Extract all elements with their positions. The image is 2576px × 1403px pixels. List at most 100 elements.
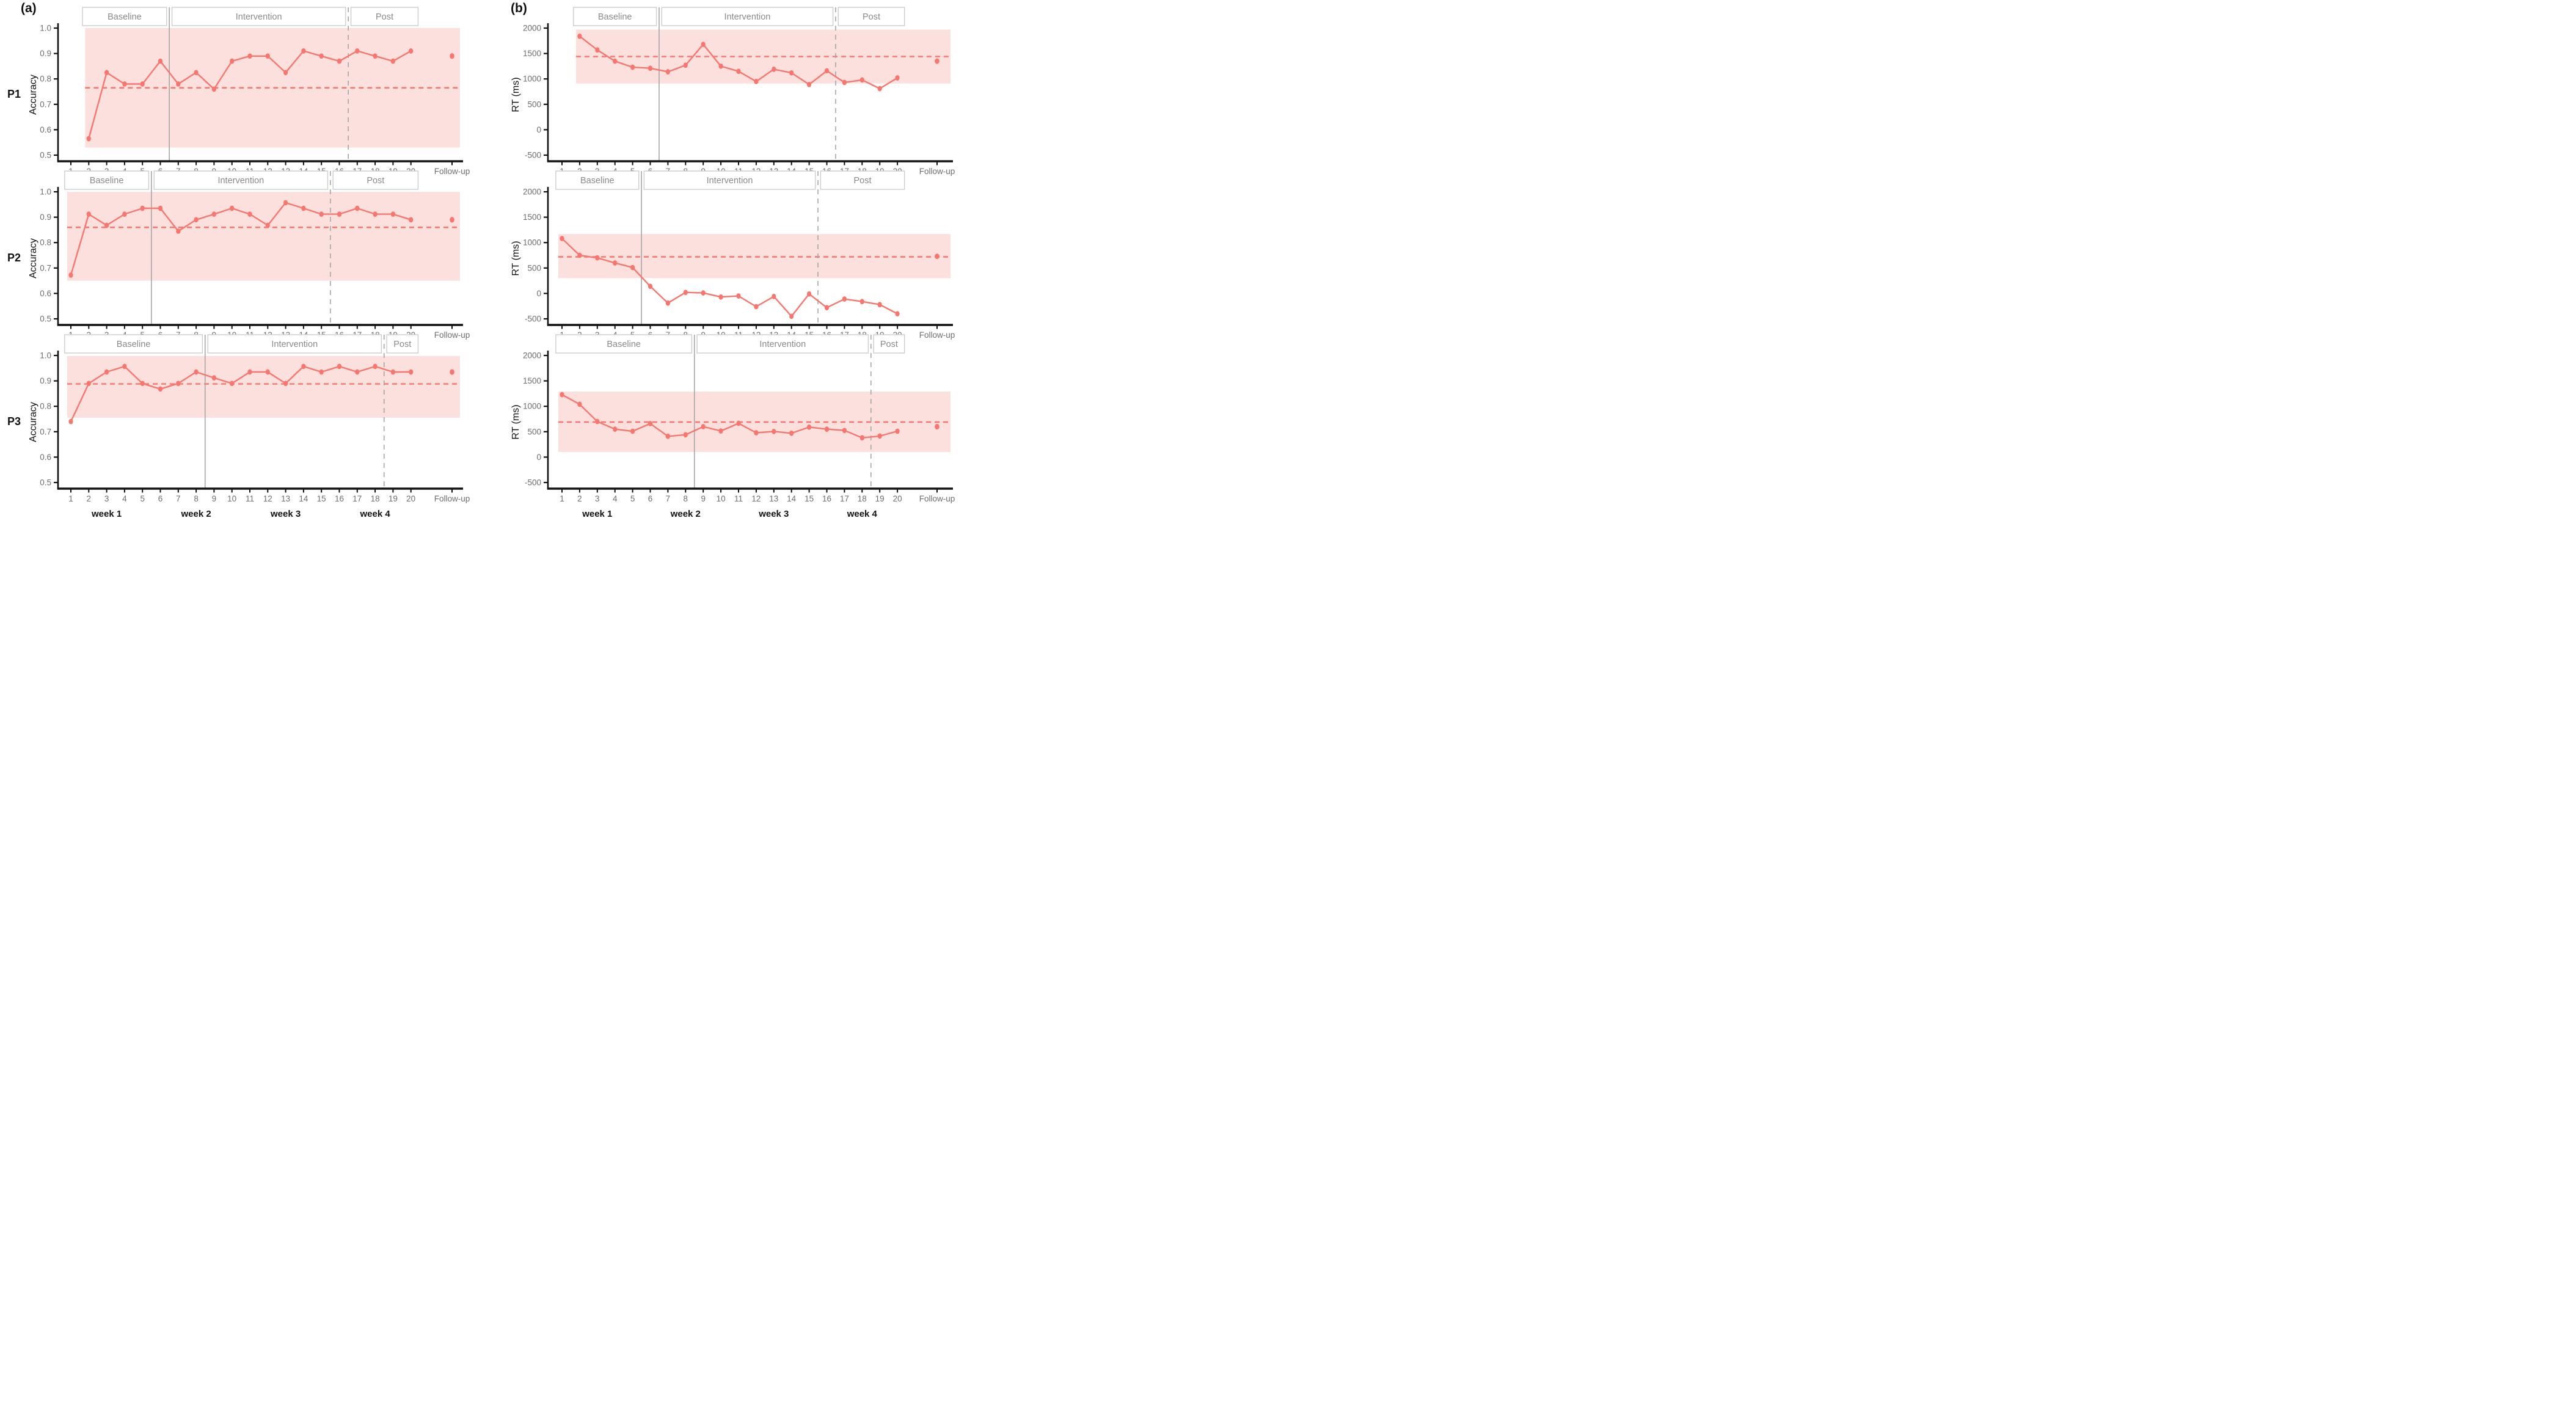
y-tick-label: 0.9 xyxy=(40,49,51,58)
series-points xyxy=(68,200,414,278)
data-point xyxy=(355,205,360,211)
data-point xyxy=(247,211,252,217)
data-point xyxy=(140,205,145,211)
data-point xyxy=(613,260,618,266)
data-point xyxy=(718,64,723,69)
data-point xyxy=(337,211,342,217)
phase-box-rect xyxy=(555,170,640,190)
data-point xyxy=(807,291,812,297)
phase-box-baseline: Baseline xyxy=(64,334,203,354)
data-point xyxy=(355,369,360,375)
data-point xyxy=(230,58,235,64)
data-point xyxy=(247,53,252,59)
data-point xyxy=(319,369,324,375)
data-point xyxy=(895,428,900,434)
x-tick-label: 1 xyxy=(560,494,564,503)
data-point xyxy=(122,363,127,370)
y-tick-label: 0.5 xyxy=(40,478,51,487)
data-point xyxy=(140,381,145,387)
phase-box-label: Baseline xyxy=(580,176,615,186)
stability-band xyxy=(558,234,950,279)
data-point xyxy=(789,70,794,76)
data-point xyxy=(648,421,653,426)
data-point xyxy=(560,236,564,241)
phase-box-rect xyxy=(661,7,834,26)
y-tick-label: 1000 xyxy=(523,238,541,247)
x-tick-label: 14 xyxy=(299,494,308,503)
y-tick-label: 0.8 xyxy=(40,238,51,247)
data-point xyxy=(373,363,378,370)
data-point xyxy=(789,313,794,319)
y-tick-label: 0.6 xyxy=(40,453,51,462)
y-tick-label: 500 xyxy=(527,100,541,109)
panel-accuracy-P1: Baseline Intervention Post 1.0 0.9 0.8 0.7 0.6 0… xyxy=(40,7,470,176)
y-tick-label: 0 xyxy=(536,453,541,462)
data-point xyxy=(807,81,812,87)
data-point xyxy=(718,428,723,434)
phase-box-rect xyxy=(350,7,419,26)
phase-box-label: Post xyxy=(393,340,411,349)
data-point xyxy=(595,255,600,261)
y-tick-label: 2000 xyxy=(523,351,541,360)
data-point xyxy=(683,290,688,296)
data-point xyxy=(630,428,635,434)
phase-box-label: Baseline xyxy=(117,340,151,349)
data-point xyxy=(736,293,741,299)
x-tick-label: 2 xyxy=(87,494,92,503)
data-point xyxy=(613,426,618,432)
data-point xyxy=(665,433,670,439)
data-point xyxy=(283,381,288,387)
series-line xyxy=(561,393,899,439)
y-tick-label: 1.0 xyxy=(40,188,51,197)
data-point xyxy=(158,386,163,392)
data-point xyxy=(595,418,600,425)
data-point xyxy=(701,424,706,429)
x-tick-label: 20 xyxy=(406,494,415,503)
series-line xyxy=(70,365,412,423)
x-tick-label: 11 xyxy=(734,494,743,503)
data-point xyxy=(877,433,882,439)
x-tick-label: 15 xyxy=(805,494,814,503)
data-point xyxy=(122,81,127,87)
data-point xyxy=(736,420,741,426)
data-point xyxy=(122,211,127,217)
data-point xyxy=(390,211,396,217)
data-point xyxy=(319,53,324,59)
phase-box-label: Post xyxy=(854,176,872,186)
x-tick-label: 5 xyxy=(140,494,145,503)
data-point xyxy=(824,426,830,432)
y-tick-label: 1000 xyxy=(523,402,541,411)
phase-box-label: Post xyxy=(367,176,384,186)
data-point xyxy=(877,86,882,92)
series-points xyxy=(68,363,414,425)
data-point xyxy=(211,86,216,92)
phase-box-label: Baseline xyxy=(607,340,641,349)
y-tick-label: 0.8 xyxy=(40,75,51,84)
phase-box-label: Baseline xyxy=(108,12,142,22)
data-point xyxy=(648,283,653,290)
phase-box-rect xyxy=(64,170,150,190)
y-tick-label: 2000 xyxy=(523,24,541,33)
phase-box-label: Intervention xyxy=(759,340,806,349)
y-tick-label: 0 xyxy=(536,289,541,298)
followup-point xyxy=(935,58,940,64)
x-tick-label: 19 xyxy=(875,494,885,503)
followup-tick-label: Follow-up xyxy=(434,167,470,176)
x-tick-label: 5 xyxy=(630,494,635,503)
phase-box-rect xyxy=(643,170,816,190)
x-tick-label: 16 xyxy=(822,494,831,503)
x-tick-label: 6 xyxy=(158,494,163,503)
phase-box-rect xyxy=(153,170,329,190)
data-point xyxy=(824,305,830,311)
data-point xyxy=(86,211,91,217)
y-tick-label: 0.6 xyxy=(40,289,51,298)
data-point xyxy=(230,381,235,387)
data-point xyxy=(842,79,847,86)
phase-box-baseline: Baseline xyxy=(573,7,657,26)
week-label: week 2 xyxy=(670,509,701,519)
y-tick-label: 0 xyxy=(536,125,541,134)
data-point xyxy=(877,302,882,308)
y-tick-label: 1500 xyxy=(523,213,541,222)
data-point xyxy=(337,58,342,64)
